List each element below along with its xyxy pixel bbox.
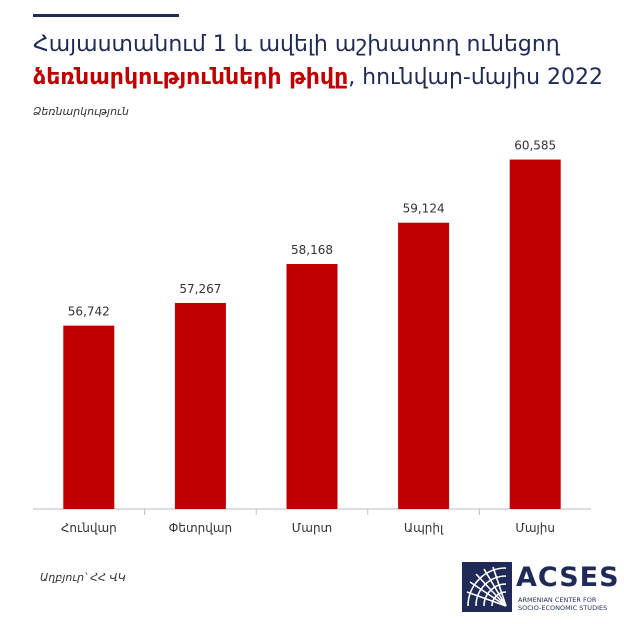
logo-name: ACSES [516,562,620,593]
logo-subtitle-line1: ARMENIAN CENTER FOR [518,596,597,604]
x-tick-label: Մայիս [515,521,555,535]
title-line1: Հայաստանում 1 և ավելի աշխատող ունեցող [33,32,560,57]
data-label: 59,124 [403,202,445,216]
logo-subtitle-line2: SOCIO-ECONOMIC STUDIES [518,604,608,612]
acses-logo: ACSES ARMENIAN CENTER FOR SOCIO-ECONOMIC… [462,562,619,618]
bar [509,159,561,509]
bar [63,325,115,509]
title-highlight: ձեռնարկությունների թիվը [33,65,349,90]
chart-title: Հայաստանում 1 և ավելի աշխատող ունեցող ձե… [33,28,613,94]
bar [174,302,226,509]
x-tick-label: Հունվար [61,521,117,535]
data-label: 60,585 [514,139,556,153]
title-accent-line [33,14,179,17]
acses-emblem-icon [462,562,512,612]
y-axis-unit-label: Ձեռնարկություն [33,105,129,118]
x-tick-label: Մարտ [292,521,332,535]
data-label: 56,742 [68,305,110,319]
title-line2-rest: , հունվար-մայիս 2022 [348,65,604,90]
source-note: Աղբյուր՝ ՀՀ ՎԿ [40,571,126,584]
data-label: 58,168 [291,243,333,257]
x-tick-label: Ապրիլ [404,521,444,535]
bar [398,222,450,510]
x-tick-label: Փետրվար [169,521,233,535]
data-label: 57,267 [179,282,221,296]
bar-chart: 56,742 Հունվար 57,267 Փետրվար 58,168 Մարտ 59,1… [33,139,591,535]
bar [286,264,338,509]
